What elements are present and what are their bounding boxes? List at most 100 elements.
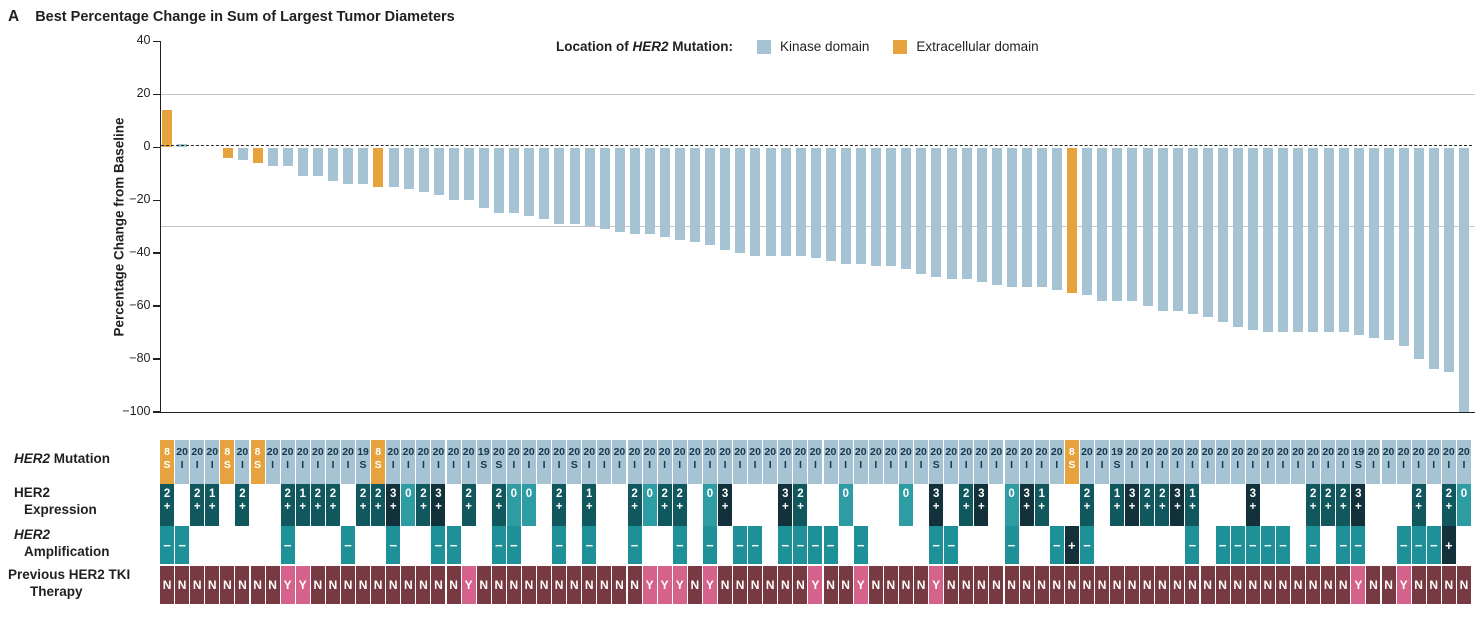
bar-patient-43 xyxy=(795,148,806,256)
amplification-box-patient-62: − xyxy=(1079,526,1094,564)
expression-box-patient-21: 2 + xyxy=(461,484,476,526)
tki-box-patient-39: N xyxy=(733,566,748,604)
y-tick-label: −20 xyxy=(129,192,151,206)
zero-baseline-dashed xyxy=(160,145,1472,147)
expression-box-patient-38: 3 + xyxy=(718,484,733,526)
mutation-box-patient-71: 20 I xyxy=(1215,440,1230,484)
bar-patient-81 xyxy=(1368,148,1379,338)
tki-box-patient-49: N xyxy=(883,566,898,604)
tki-box-patient-5: N xyxy=(220,566,235,604)
bar-patient-27 xyxy=(554,148,565,224)
expression-box-patient-58: 3 + xyxy=(1019,484,1034,526)
amplification-box-patient-20: − xyxy=(446,526,461,564)
amplification-box-patient-39: − xyxy=(733,526,748,564)
tki-box-patient-58: N xyxy=(1019,566,1034,604)
tki-box-patient-77: N xyxy=(1306,566,1321,604)
mutation-box-patient-29: 20 I xyxy=(582,440,597,484)
row-label-her2-mutation: HER2 Mutation xyxy=(14,451,111,466)
mutation-box-patient-18: 20 I xyxy=(416,440,431,484)
mutation-box-patient-31: 20 I xyxy=(612,440,627,484)
tki-box-patient-13: N xyxy=(341,566,356,604)
tki-box-patient-78: N xyxy=(1321,566,1336,604)
mutation-box-patient-11: 20 I xyxy=(310,440,325,484)
tki-box-patient-47: Y xyxy=(853,566,868,604)
mutation-box-patient-23: 20 S xyxy=(491,440,506,484)
mutation-box-patient-51: 20 I xyxy=(914,440,929,484)
amplification-box-patient-60: − xyxy=(1049,526,1064,564)
mutation-box-patient-36: 20 I xyxy=(687,440,702,484)
y-tick-label: −100 xyxy=(122,403,151,418)
bar-patient-51 xyxy=(916,148,927,275)
bar-patient-46 xyxy=(840,148,851,264)
bar-patient-72 xyxy=(1233,148,1243,328)
bar-patient-8 xyxy=(267,148,278,166)
amplification-box-patient-32: − xyxy=(627,526,642,564)
bar-patient-29 xyxy=(584,148,595,227)
mutation-box-patient-62: 20 I xyxy=(1079,440,1094,484)
mutation-box-patient-55: 20 I xyxy=(974,440,989,484)
bar-patient-44 xyxy=(810,148,821,259)
mutation-box-patient-22: 19 S xyxy=(476,440,491,484)
y-tick-label: 0 xyxy=(143,139,151,153)
amplification-box-patient-77: − xyxy=(1306,526,1321,564)
mutation-box-patient-35: 20 I xyxy=(672,440,687,484)
tki-box-patient-76: N xyxy=(1291,566,1306,604)
bar-patient-24 xyxy=(509,148,520,214)
expression-box-patient-35: 2 + xyxy=(672,484,687,526)
mutation-box-patient-10: 20 I xyxy=(295,440,310,484)
y-tick-label: −60 xyxy=(129,297,151,312)
amplification-box-patient-79: − xyxy=(1336,526,1351,564)
amplification-box-patient-86: + xyxy=(1441,526,1456,564)
bar-patient-26 xyxy=(539,148,550,219)
mutation-box-patient-79: 20 I xyxy=(1336,440,1351,484)
amplification-box-patient-71: − xyxy=(1215,526,1230,564)
expression-box-patient-25: 0 xyxy=(521,484,536,526)
amplification-box-patient-52: − xyxy=(929,526,944,564)
amplification-box-patient-23: − xyxy=(491,526,506,564)
tki-box-patient-28: N xyxy=(567,566,582,604)
expression-box-patient-59: 1 + xyxy=(1034,484,1049,526)
tki-box-patient-35: Y xyxy=(672,566,687,604)
amplification-box-patient-19: − xyxy=(431,526,446,564)
tki-box-patient-3: N xyxy=(190,566,205,604)
mutation-box-patient-41: 20 I xyxy=(763,440,778,484)
bar-patient-11 xyxy=(313,148,324,177)
tki-box-patient-81: N xyxy=(1366,566,1381,604)
y-tick-label: −80 xyxy=(129,350,151,365)
bar-patient-30 xyxy=(599,148,610,230)
bar-patient-56 xyxy=(991,148,1002,285)
expression-box-patient-9: 2 + xyxy=(280,484,295,526)
mutation-box-patient-81: 20 I xyxy=(1366,440,1381,484)
expression-box-patient-79: 2 + xyxy=(1336,484,1351,526)
expression-box-patient-64: 1 + xyxy=(1110,484,1125,526)
tki-box-patient-72: N xyxy=(1230,566,1245,604)
bar-patient-74 xyxy=(1263,148,1274,333)
mutation-box-patient-21: 20 I xyxy=(461,440,476,484)
bar-patient-12 xyxy=(328,148,339,182)
mutation-box-patient-85: 20 I xyxy=(1426,440,1441,484)
bar-patient-28 xyxy=(569,148,580,224)
amplification-box-patient-75: − xyxy=(1275,526,1290,564)
tki-box-patient-14: N xyxy=(356,566,371,604)
bar-patient-17 xyxy=(403,148,414,190)
tki-box-patient-83: Y xyxy=(1396,566,1411,604)
tki-box-patient-30: N xyxy=(597,566,612,604)
tki-box-patient-45: N xyxy=(823,566,838,604)
mutation-box-patient-24: 20 I xyxy=(506,440,521,484)
tki-box-patient-42: N xyxy=(778,566,793,604)
tki-box-patient-23: N xyxy=(491,566,506,604)
mutation-box-patient-43: 20 I xyxy=(793,440,808,484)
bar-patient-80 xyxy=(1353,148,1364,335)
bar-patient-59 xyxy=(1036,148,1047,288)
bar-patient-32 xyxy=(629,148,640,235)
y-axis-line xyxy=(159,41,161,412)
bar-patient-6 xyxy=(237,148,248,161)
expression-box-patient-1: 2 + xyxy=(160,484,175,526)
tki-box-patient-50: N xyxy=(898,566,913,604)
tki-box-patient-57: N xyxy=(1004,566,1019,604)
bar-patient-37 xyxy=(705,148,716,245)
bar-patient-54 xyxy=(961,148,972,280)
